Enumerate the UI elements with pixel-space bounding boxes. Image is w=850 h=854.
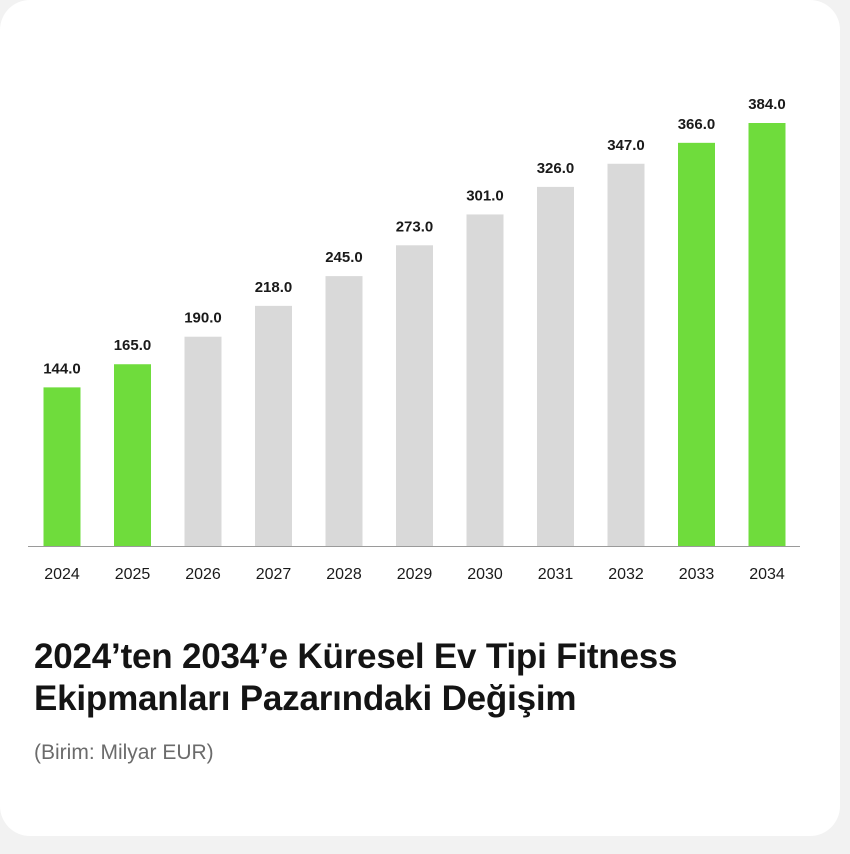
chart-subtitle: (Birim: Milyar EUR) (34, 741, 214, 764)
value-label-2026: 190.0 (184, 310, 222, 327)
chart-card: 144.0 165.0 190.0 218.0 245.0 273.0 301.0 326.0… (0, 0, 840, 836)
x-tick-label-2031: 2031 (538, 566, 574, 583)
x-tick-label-2025: 2025 (115, 566, 151, 583)
x-tick-label-2027: 2027 (256, 566, 292, 583)
value-label-2034: 384.0 (748, 96, 786, 113)
x-tick-label-2030: 2030 (467, 566, 503, 583)
bar-2029 (396, 245, 433, 546)
bar-2028 (325, 276, 363, 546)
x-tick-label-2028: 2028 (326, 566, 362, 583)
value-label-2029: 273.0 (396, 218, 434, 235)
value-label-2025: 165.0 (114, 337, 152, 354)
bar-2024 (43, 387, 81, 546)
chart-title: 2024’ten 2034’e Küresel Ev Tipi Fitness … (34, 637, 678, 718)
x-tick-labels-group: 2024 2025 2026 2027 2028 2029 2030 2031 2032 2033… (44, 566, 785, 583)
bar-2034 (748, 123, 786, 546)
x-tick-label-2034: 2034 (749, 566, 785, 583)
value-label-2030: 301.0 (466, 187, 504, 204)
bars-group (43, 123, 786, 546)
bar-2032 (607, 163, 645, 546)
bar-2027 (255, 305, 292, 546)
bar-2030 (466, 214, 504, 546)
x-tick-label-2024: 2024 (44, 566, 80, 583)
x-tick-label-2032: 2032 (608, 566, 644, 583)
bar-chart: 144.0 165.0 190.0 218.0 245.0 273.0 301.0 326.0… (28, 96, 800, 583)
x-tick-label-2026: 2026 (185, 566, 221, 583)
value-label-2031: 326.0 (537, 160, 575, 177)
bar-2031 (537, 186, 574, 546)
value-labels-group: 144.0 165.0 190.0 218.0 245.0 273.0 301.0 326.0… (43, 96, 786, 377)
bar-2026 (184, 336, 222, 546)
bar-2033 (678, 142, 715, 546)
bar-2025 (114, 364, 151, 546)
x-tick-label-2033: 2033 (679, 566, 715, 583)
value-label-2033: 366.0 (678, 116, 716, 133)
x-tick-label-2029: 2029 (397, 566, 433, 583)
value-label-2032: 347.0 (607, 137, 645, 154)
value-label-2028: 245.0 (325, 249, 363, 266)
value-label-2027: 218.0 (255, 279, 293, 296)
value-label-2024: 144.0 (43, 360, 81, 377)
